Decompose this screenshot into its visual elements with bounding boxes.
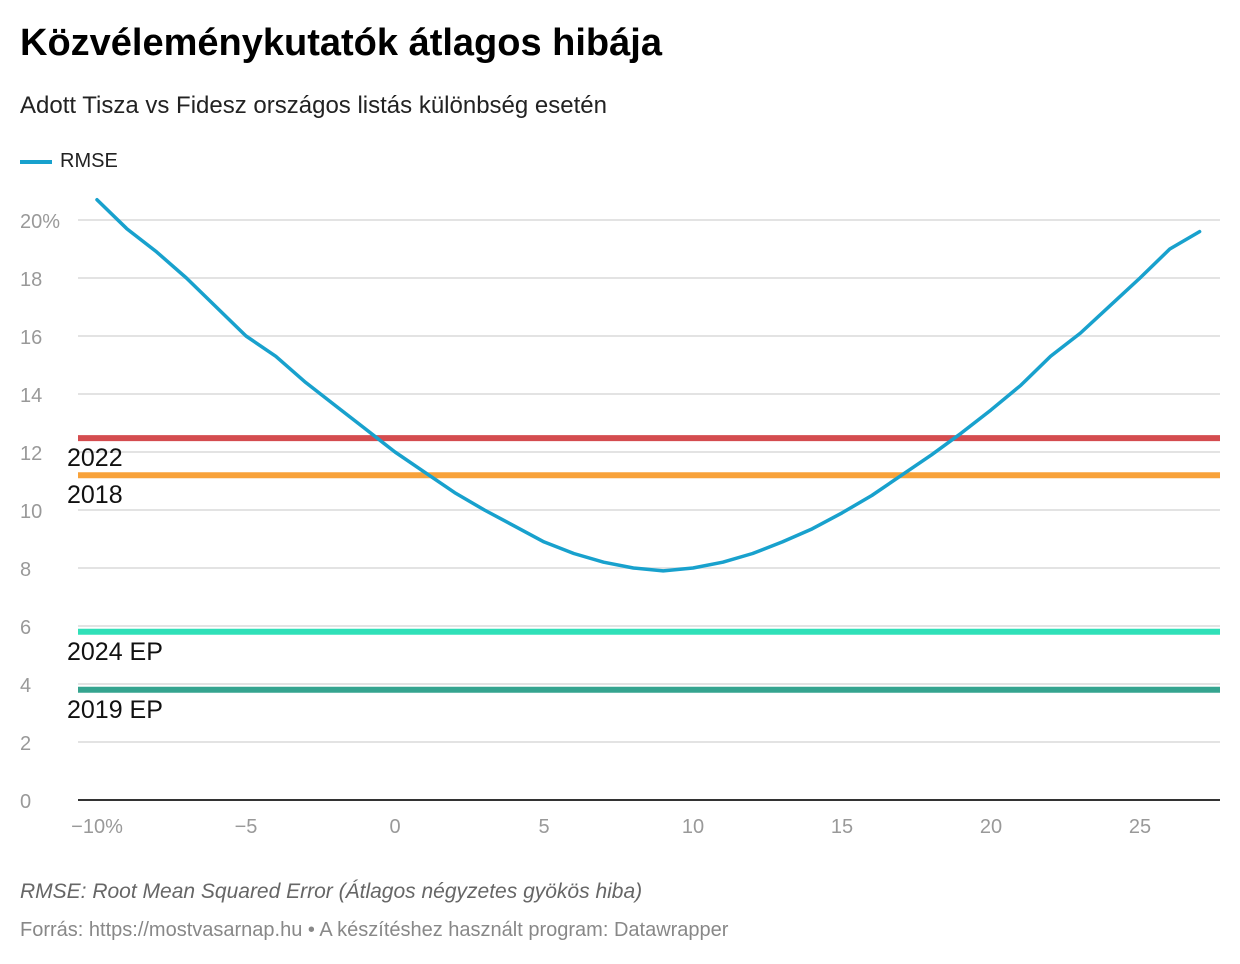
- y-tick-label: 18: [20, 269, 42, 291]
- y-tick-label: 12: [20, 443, 42, 465]
- y-tick-label: 14: [20, 385, 42, 407]
- legend: RMSE: [20, 150, 118, 173]
- rmse-line: [95, 197, 1202, 573]
- x-tick-label: 5: [538, 816, 549, 838]
- y-tick-label: 10: [20, 501, 42, 523]
- y-tick-label: 8: [20, 559, 31, 581]
- chart-subtitle: Adott Tisza vs Fidesz országos listás kü…: [20, 92, 607, 119]
- y-tick-label: 2: [20, 733, 31, 755]
- y-tick-label: 20%: [20, 211, 60, 233]
- reference-line-label: 2019 EP: [67, 696, 163, 724]
- reference-line-label: 2022: [67, 444, 123, 472]
- footnote: RMSE: Root Mean Squared Error (Átlagos n…: [20, 880, 643, 903]
- reference-line-label: 2024 EP: [67, 638, 163, 666]
- x-tick-label: −10%: [71, 816, 123, 838]
- legend-label: RMSE: [60, 150, 118, 172]
- x-tick-label: 25: [1129, 816, 1151, 838]
- y-tick-label: 6: [20, 617, 31, 639]
- y-tick-label: 4: [20, 675, 31, 697]
- legend-swatch: [20, 159, 52, 164]
- source-line: Forrás: https://mostvasarnap.hu • A kész…: [20, 919, 729, 941]
- x-tick-label: 10: [682, 816, 704, 838]
- y-tick-label: 16: [20, 327, 42, 349]
- x-tick-label: −5: [235, 816, 258, 838]
- reference-line-label: 2018: [67, 481, 123, 509]
- y-tick-label: 0: [20, 791, 31, 813]
- x-tick-label: 15: [831, 816, 853, 838]
- x-tick-label: 0: [389, 816, 400, 838]
- x-tick-label: 20: [980, 816, 1002, 838]
- chart-title: Közvéleménykutatók átlagos hibája: [20, 22, 662, 64]
